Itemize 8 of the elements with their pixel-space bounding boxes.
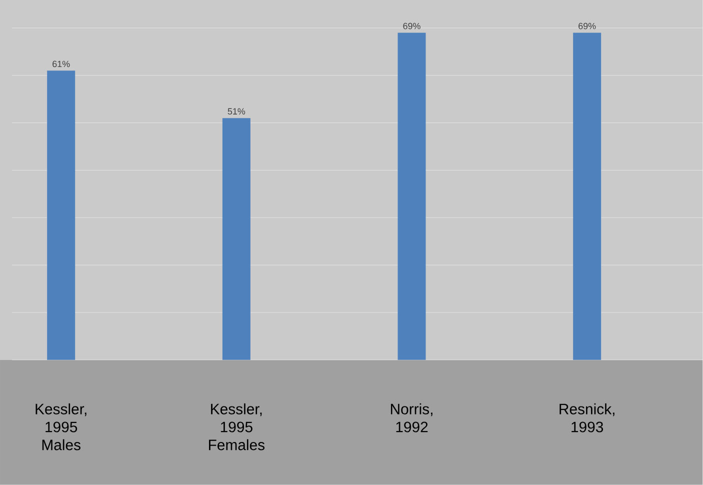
x-tick-label: Kessler, 1995 Males [36, 403, 86, 450]
data-label: 61% [52, 60, 70, 68]
data-label: 69% [403, 22, 420, 30]
x-tick-label: Kessler, 1995 Females [209, 403, 265, 450]
x-tick-label: Norris, 1992 [390, 403, 432, 432]
x-tick-label: Resnick, 1993 [560, 403, 614, 432]
data-label: 51% [228, 108, 246, 115]
data-label: 69% [578, 22, 596, 30]
